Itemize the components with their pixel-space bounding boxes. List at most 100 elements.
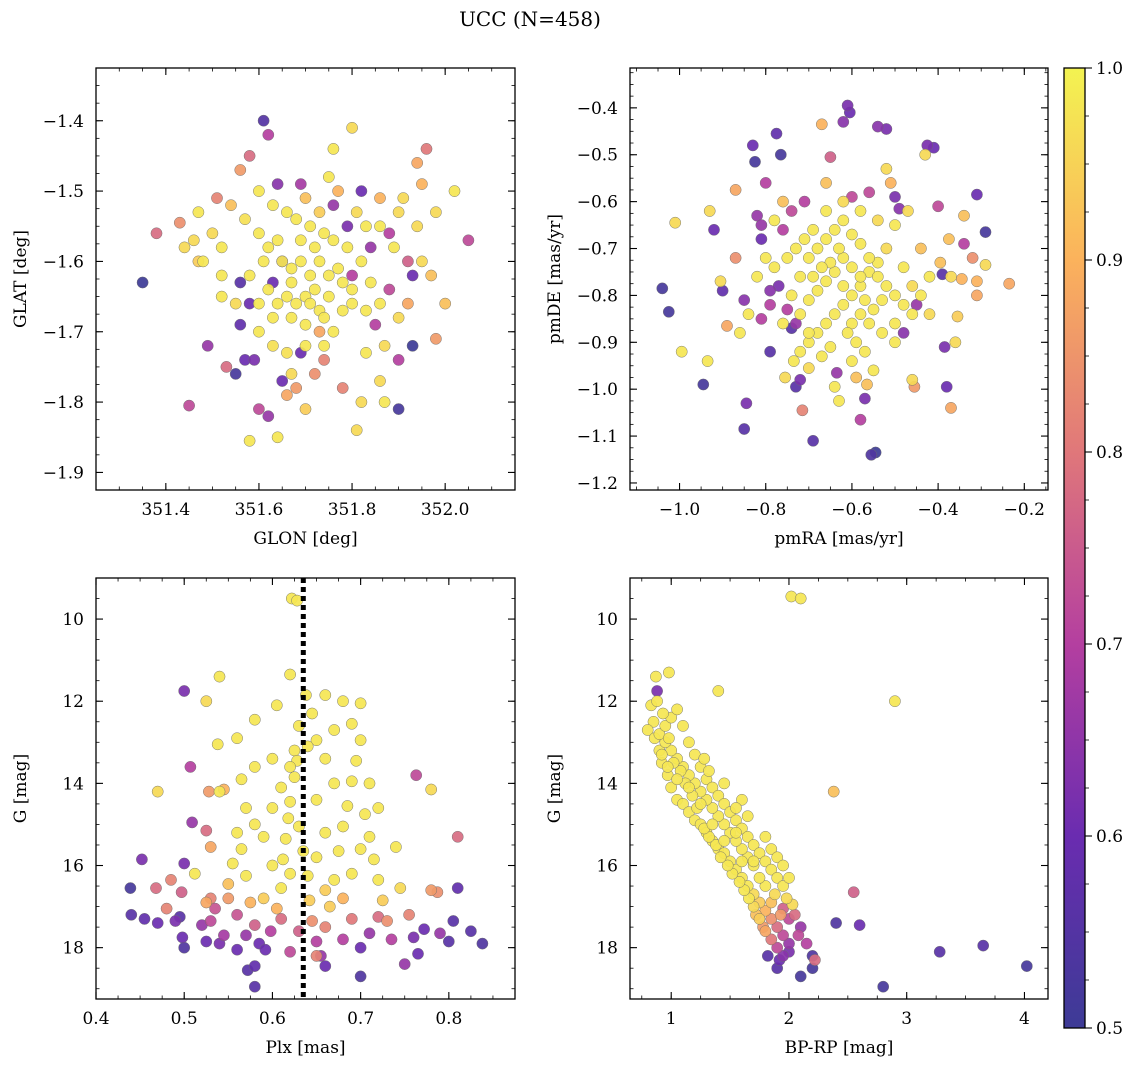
y-tick-label: 14	[62, 774, 84, 794]
axes-frame	[95, 577, 516, 1000]
data-point	[871, 214, 884, 227]
data-point	[706, 802, 719, 814]
data-point	[779, 371, 791, 384]
data-point	[231, 943, 243, 956]
data-point	[677, 798, 689, 810]
data-point	[794, 270, 807, 283]
data-point	[420, 143, 433, 155]
data-point	[336, 304, 349, 317]
data-point	[388, 241, 400, 254]
data-point	[902, 205, 914, 217]
data-point	[742, 308, 755, 321]
data-point	[360, 220, 372, 233]
data-point	[425, 269, 438, 282]
data-point	[299, 192, 312, 204]
data-point	[863, 252, 876, 264]
data-point	[820, 233, 832, 245]
data-point	[876, 327, 888, 339]
data-point	[328, 777, 341, 790]
colorbar-tick-label: 0.7	[1096, 635, 1123, 655]
data-point	[880, 162, 893, 175]
y-tick-label: −1.5	[43, 182, 84, 202]
data-point	[363, 830, 376, 843]
data-point	[755, 233, 768, 245]
data-point	[729, 184, 742, 196]
data-point	[736, 793, 748, 806]
data-point	[294, 178, 307, 190]
data-point	[266, 752, 279, 765]
data-point	[304, 297, 317, 310]
data-point	[871, 120, 884, 133]
data-point	[240, 929, 252, 942]
data-point	[248, 960, 261, 972]
data-point	[846, 355, 858, 367]
data-point	[647, 715, 660, 728]
data-point	[1003, 277, 1016, 290]
data-point	[768, 261, 781, 274]
data-point	[136, 276, 149, 289]
data-point	[777, 195, 789, 208]
data-point	[697, 378, 710, 391]
data-point	[824, 341, 837, 353]
data-point	[889, 695, 901, 708]
y-tick-label: −0.6	[577, 193, 618, 213]
data-point	[854, 308, 867, 321]
x-tick-label: −0.4	[917, 500, 958, 520]
data-point	[656, 282, 669, 295]
data-point	[451, 830, 464, 843]
data-point	[871, 270, 884, 283]
data-point	[416, 178, 428, 190]
data-point	[430, 332, 442, 345]
data-point	[392, 206, 405, 219]
data-point	[192, 206, 205, 219]
data-point	[759, 925, 772, 938]
data-point	[721, 320, 733, 332]
data-point	[651, 695, 663, 708]
data-point	[410, 769, 423, 782]
data-point	[318, 227, 330, 240]
data-point	[781, 252, 794, 264]
data-point	[979, 259, 992, 271]
data-point	[783, 937, 795, 950]
x-tick-label: 4	[1019, 1009, 1030, 1029]
data-point	[751, 270, 763, 283]
data-point	[802, 294, 815, 306]
data-point	[706, 781, 719, 794]
data-point	[336, 382, 349, 394]
colorbar: 0.5 0.6 0.7 0.8 0.9 1.0	[1063, 59, 1123, 1039]
data-point	[979, 226, 992, 238]
data-point	[971, 188, 983, 201]
data-point	[663, 732, 675, 745]
data-point	[861, 378, 873, 391]
data-point	[271, 297, 284, 310]
data-point	[462, 234, 475, 247]
data-point	[820, 317, 832, 330]
axes-frame	[95, 67, 516, 491]
data-point	[284, 668, 296, 681]
data-point	[319, 960, 332, 972]
data-point	[345, 913, 358, 925]
data-point	[253, 227, 265, 240]
data-point	[310, 851, 323, 864]
data-point	[346, 269, 358, 282]
data-point	[310, 950, 323, 962]
x-axis-label: BP-RP [mag]	[785, 1038, 894, 1058]
data-point	[204, 915, 217, 927]
data-point	[740, 397, 753, 410]
x-tick-label: −0.2	[1004, 500, 1045, 520]
data-point	[244, 896, 257, 909]
data-point	[850, 371, 863, 384]
data-point	[313, 255, 326, 268]
data-point	[877, 980, 890, 993]
data-point	[448, 185, 461, 197]
data-point	[402, 297, 414, 310]
data-point	[802, 252, 815, 264]
data-point	[187, 234, 200, 247]
data-point	[234, 276, 247, 289]
data-point	[837, 280, 850, 292]
data-point	[222, 892, 235, 905]
data-point	[846, 261, 858, 274]
data-point	[206, 227, 219, 240]
data-point	[657, 707, 669, 720]
data-point	[310, 935, 323, 948]
